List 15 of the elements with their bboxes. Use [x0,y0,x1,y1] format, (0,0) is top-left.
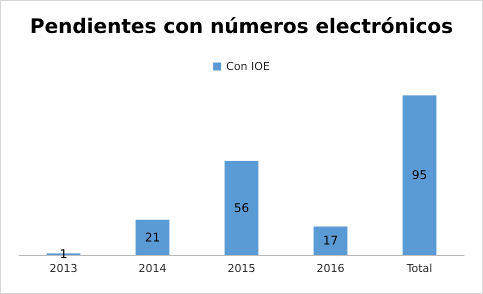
chart-title: Pendientes con números electrónicos [30,14,454,38]
x-tick-label: 2016 [316,262,344,275]
bar [224,160,258,255]
x-tick-label: Total [406,262,432,275]
x-tick-label: 2013 [50,262,78,275]
bar [136,220,170,255]
legend-label: Con IOE [226,60,270,73]
bar [314,226,348,255]
x-tick-label: 2014 [138,262,166,275]
data-label: 21 [144,230,160,244]
x-tick-label: 2015 [228,262,256,275]
data-label: 56 [234,200,250,215]
data-label: 95 [412,168,428,182]
bar [402,95,436,255]
data-label: 17 [322,234,338,248]
